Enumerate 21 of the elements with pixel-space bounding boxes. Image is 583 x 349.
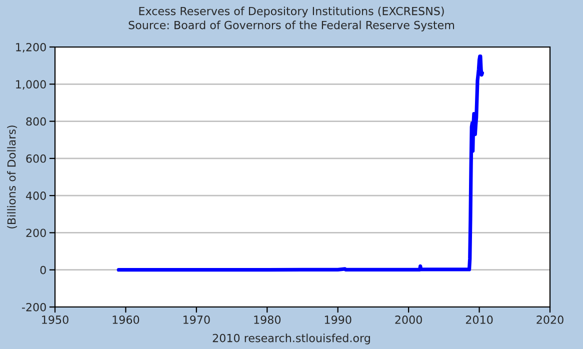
chart-subtitle: Source: Board of Governors of the Federal Reserve System: [128, 20, 454, 32]
x-tick-label: 2010: [466, 316, 493, 324]
x-tick-label: 2020: [536, 316, 564, 324]
y-tick-label: -200: [22, 302, 46, 312]
y-axis-title: (Billions of Dollars): [7, 126, 18, 228]
y-tick-label: 1,000: [16, 80, 46, 90]
chart-title: Excess Reserves of Depository Institutions (EXCRESNS): [139, 6, 444, 18]
line-series: [116, 54, 484, 272]
y-tick-label: 400: [26, 192, 46, 200]
y-tick-label: 800: [26, 117, 46, 126]
y-tick-label: 0: [40, 266, 46, 274]
x-tick-label: 1990: [324, 316, 352, 324]
x-tick-label: 1980: [254, 316, 281, 324]
y-tick-label: 600: [26, 154, 46, 163]
y-tick-label: 200: [26, 228, 46, 238]
x-tick-label: 2000: [395, 316, 422, 324]
text: 2010 research.stlouisfed.org: [212, 334, 370, 344]
x-tick-label: 1960: [112, 316, 140, 324]
x-tick-label: 1950: [42, 316, 68, 324]
x-tick-label: 1970: [184, 316, 210, 324]
y-tick-label: 1,200: [16, 42, 46, 53]
